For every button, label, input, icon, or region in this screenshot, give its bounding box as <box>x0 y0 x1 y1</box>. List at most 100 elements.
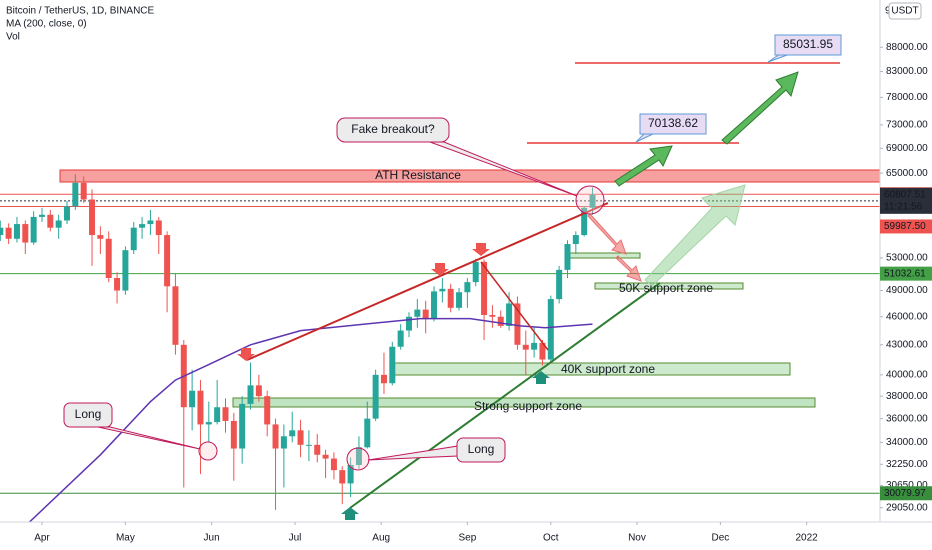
candle-body <box>272 424 279 449</box>
candle-body <box>5 227 12 239</box>
candle-body <box>280 436 287 449</box>
candle-body <box>506 303 513 326</box>
price-tag-text: 59987.50 <box>884 221 926 232</box>
candle-body <box>581 207 588 236</box>
candle-body <box>114 277 121 291</box>
price-note-text: 70138.62 <box>648 116 698 130</box>
x-tick-label: May <box>116 533 135 544</box>
y-tick-label: 34000.00 <box>886 437 928 448</box>
candle-body <box>539 342 546 360</box>
candle-body <box>105 238 112 278</box>
x-tick-label: 2022 <box>795 533 818 544</box>
callout-text: Fake breakout? <box>351 122 435 136</box>
candle-body <box>364 418 371 448</box>
resistance-trendline <box>246 202 609 361</box>
candle-body <box>355 447 362 465</box>
y-tick-label: 65000.00 <box>886 168 928 179</box>
y-tick-label: 69000.00 <box>886 143 928 154</box>
candle-body <box>0 227 4 236</box>
candle-body <box>13 224 20 239</box>
candle-body <box>205 422 212 425</box>
arrow <box>615 255 642 282</box>
candle-body <box>514 303 521 345</box>
candle-body <box>139 224 146 228</box>
candle-body <box>439 288 446 292</box>
candle-body <box>214 407 221 423</box>
candle-body <box>255 385 262 397</box>
circle <box>346 447 370 471</box>
candle-body <box>22 224 29 243</box>
currency: USDT <box>891 6 918 17</box>
y-tick-label: 88000.00 <box>886 42 928 53</box>
price-tag <box>880 266 932 281</box>
callout-text: Long <box>468 442 495 456</box>
candle-body <box>339 470 346 484</box>
candle-body <box>230 420 237 449</box>
y-tick-label: 32250.00 <box>886 459 928 470</box>
y-tick-label: 43000.00 <box>886 339 928 350</box>
zone-label: 50K support zone <box>619 281 713 295</box>
candle-body <box>164 235 171 287</box>
small-zone <box>568 252 641 259</box>
candle-body <box>522 344 529 350</box>
axes: 88000.00 83000.00 78000.00 73000.00 69000.00… <box>34 42 932 544</box>
x-tick-label: Oct <box>543 533 559 544</box>
support-trendline <box>349 282 661 509</box>
candle-body <box>155 220 162 236</box>
candle-body <box>89 199 96 236</box>
candle-body <box>397 330 404 347</box>
y-tick-label: 30650.00 <box>886 480 928 491</box>
candle-body <box>297 430 304 445</box>
price-note <box>639 113 707 135</box>
candle-body <box>64 206 71 221</box>
x-tick-label: Nov <box>628 533 646 544</box>
x-tick-label: Jul <box>289 533 302 544</box>
candle-body <box>322 454 329 459</box>
countdown: 11:21:56 <box>884 201 923 212</box>
arrow <box>614 145 673 187</box>
candle-body <box>189 390 196 408</box>
moving-average <box>28 317 593 522</box>
volume-label: Vol <box>6 32 20 43</box>
price-tag-text: 60807.51 <box>884 189 926 200</box>
zone-50k <box>594 282 744 290</box>
candle-body <box>130 227 137 251</box>
candle-body <box>247 385 254 404</box>
candle-body <box>80 182 87 200</box>
zone-label: Strong support zone <box>474 399 582 413</box>
y-tick-label: 83000.00 <box>886 66 928 77</box>
candle-body <box>572 235 579 245</box>
y-tick-label: 53000.00 <box>886 253 928 264</box>
candle-body <box>380 374 387 384</box>
price-tag <box>880 187 932 214</box>
price-tag <box>880 486 932 501</box>
price-note <box>774 34 842 56</box>
candle-body <box>172 286 179 345</box>
candle-body <box>497 316 504 326</box>
down-trendline <box>480 261 549 351</box>
candle-body <box>372 374 379 419</box>
candle-body <box>431 291 438 319</box>
candle-body <box>456 292 463 308</box>
candle-body <box>122 250 129 291</box>
candle-body <box>72 182 79 207</box>
marker <box>341 507 359 520</box>
candle-body <box>472 261 479 283</box>
arrow <box>721 71 799 145</box>
marker <box>472 243 490 256</box>
axis-fragment: 9 <box>885 6 891 17</box>
candle-body <box>464 282 471 293</box>
candle-body <box>264 396 271 425</box>
x-tick-label: Dec <box>712 533 730 544</box>
price-note-text: 85031.95 <box>783 37 833 51</box>
candle-body <box>347 464 354 484</box>
drawings: Fake breakout? Long Long 70138.62 85031.… <box>63 34 842 520</box>
arrow <box>644 184 746 287</box>
price-tag-text: 51032.61 <box>884 268 926 279</box>
candle-body <box>30 216 37 243</box>
candle-body <box>481 261 488 315</box>
candle-body <box>97 235 104 239</box>
candle-body <box>330 458 337 471</box>
price-tag-text: 30079.97 <box>884 488 926 499</box>
